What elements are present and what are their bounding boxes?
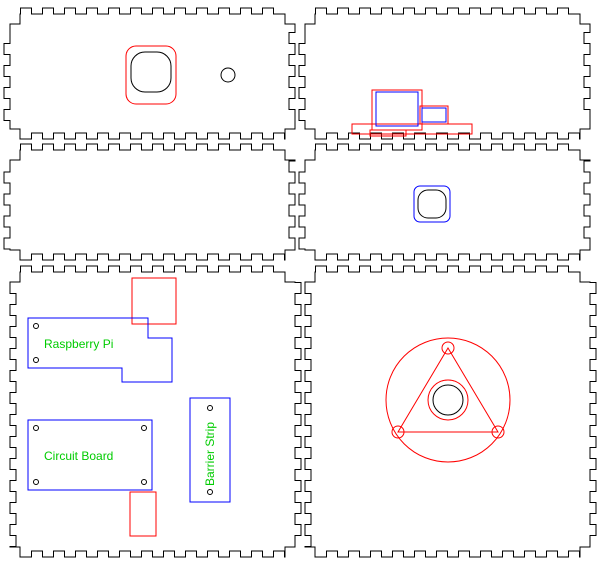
cb-hole-0 <box>34 426 39 431</box>
panel-top-right <box>299 8 590 139</box>
tr-red-small <box>420 106 448 124</box>
bl-red-bottom <box>130 492 156 536</box>
br-big-circle <box>386 338 510 462</box>
br-inner-circle <box>428 380 468 420</box>
panel-mid-left <box>4 144 295 260</box>
barrier-hole-1 <box>208 490 213 495</box>
cb-hole-1 <box>142 426 147 431</box>
bl-red-top <box>132 278 176 324</box>
br-triangle <box>398 348 498 432</box>
cb-hole-2 <box>34 480 39 485</box>
tr-blue-small <box>422 108 446 122</box>
rpi-hole-0 <box>34 324 39 329</box>
tl-red-roundrect <box>126 46 176 104</box>
tr-blue-big <box>376 92 418 126</box>
tl-hole <box>221 68 235 82</box>
br-center-hole <box>433 385 463 415</box>
mr-blue-roundrect <box>414 186 450 222</box>
panel-top-left <box>4 8 295 139</box>
label-raspberry-pi: Raspberry Pi <box>44 337 113 351</box>
label-barrier-strip: Barrier Strip <box>203 422 217 486</box>
rpi-hole-1 <box>34 358 39 363</box>
cb-hole-3 <box>142 480 147 485</box>
mr-black-roundrect <box>418 190 446 218</box>
label-circuit-board: Circuit Board <box>44 449 113 463</box>
panel-bottom-right <box>305 266 596 557</box>
barrier-hole-0 <box>208 406 213 411</box>
tl-black-roundrect <box>131 52 171 92</box>
panel-mid-right <box>299 144 590 260</box>
